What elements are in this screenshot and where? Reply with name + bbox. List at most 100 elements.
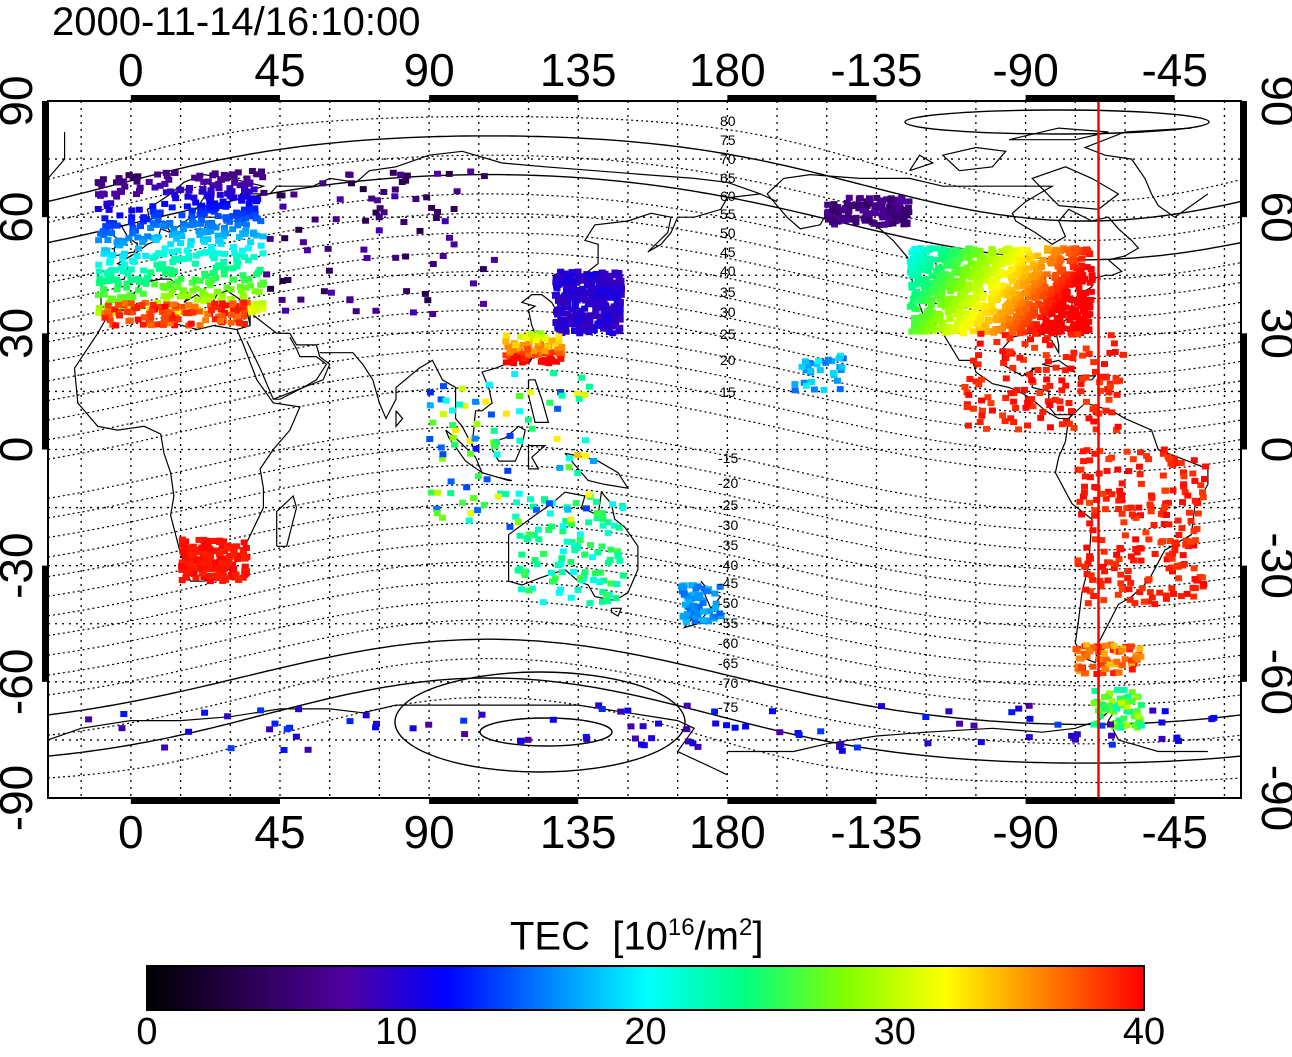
tec-cell <box>254 216 261 222</box>
tec-cell <box>1100 597 1107 603</box>
tec-cell <box>945 708 952 714</box>
tec-cell <box>791 381 798 387</box>
tec-cell <box>1128 505 1135 511</box>
tec-cell <box>1139 585 1146 591</box>
tec-cell <box>109 297 116 303</box>
tec-cell <box>1195 511 1202 517</box>
tec-cell <box>118 189 125 195</box>
tec-cell <box>171 170 178 176</box>
tec-cell <box>1119 480 1126 486</box>
tec-cell <box>1120 716 1127 722</box>
tec-cell <box>1008 390 1015 396</box>
tec-cell <box>655 721 662 727</box>
tec-cell <box>879 202 886 208</box>
tec-cell <box>1072 245 1079 251</box>
tec-cell <box>524 536 531 542</box>
tec-cell <box>581 392 588 398</box>
tec-cell <box>95 262 102 268</box>
lat-tick-label-right: 30 <box>1252 308 1292 359</box>
tec-cell <box>1175 575 1182 581</box>
tec-cell <box>1173 735 1180 741</box>
tec-cell <box>161 251 168 257</box>
tec-cell <box>999 412 1006 418</box>
tec-cell <box>277 193 284 199</box>
tec-cell <box>1008 709 1015 715</box>
tec-cell <box>587 542 594 548</box>
tec-cell <box>548 570 555 576</box>
tec-cell <box>999 311 1006 317</box>
tec-cell <box>1015 426 1022 432</box>
tec-cell <box>207 552 214 558</box>
tec-cell <box>535 527 542 533</box>
tec-cell <box>1080 458 1087 464</box>
tec-cell <box>920 319 927 325</box>
tec-cell <box>139 239 146 245</box>
tec-cell <box>427 402 434 408</box>
tec-cell <box>208 307 215 313</box>
tec-cell <box>1038 264 1045 270</box>
tec-cell <box>1044 245 1051 251</box>
tec-cell <box>162 245 169 251</box>
tec-cell <box>975 352 982 358</box>
lon-tick-label-top: 0 <box>118 44 144 96</box>
tec-cell <box>975 361 982 367</box>
tec-cell <box>1192 498 1199 504</box>
tec-cell <box>648 735 655 741</box>
tec-cell <box>95 237 102 243</box>
tec-cell <box>180 226 187 232</box>
tec-cell <box>1116 546 1123 552</box>
tec-cell <box>1038 302 1045 308</box>
tec-cell <box>1172 539 1179 545</box>
tec-cell <box>1112 349 1119 355</box>
tec-cell <box>1129 698 1136 704</box>
tec-cell <box>252 288 259 294</box>
tec-cell <box>582 453 589 459</box>
tec-cell <box>583 736 590 742</box>
tec-cell <box>1031 303 1038 309</box>
tec-cell <box>1146 576 1153 582</box>
tec-cell <box>558 561 565 567</box>
tec-cell <box>112 322 119 328</box>
tec-cell <box>1113 552 1120 558</box>
lon-tick-label-top: -90 <box>992 44 1058 96</box>
tec-cell <box>216 539 223 545</box>
tec-cell <box>1192 585 1199 591</box>
tec-cell <box>525 417 532 423</box>
tec-cell <box>281 747 288 753</box>
tec-cell <box>433 215 440 221</box>
frame-tick-bar-bottom <box>131 798 280 804</box>
tec-cell <box>200 551 207 557</box>
tec-cell <box>480 301 487 307</box>
tec-cell <box>546 500 553 506</box>
tec-cell <box>614 553 621 559</box>
tec-cell <box>1175 532 1182 538</box>
tec-cell <box>681 591 688 597</box>
tec-cell <box>234 222 241 228</box>
tec-cell <box>566 455 573 461</box>
tec-cell <box>575 269 582 275</box>
tec-cell <box>577 537 584 543</box>
tec-cell <box>104 203 111 209</box>
tec-cell <box>114 286 121 292</box>
tec-cell <box>267 236 274 242</box>
tec-cell <box>962 302 969 308</box>
tec-cell <box>312 217 319 223</box>
tec-cell <box>439 451 446 457</box>
tec-cell <box>228 745 235 751</box>
tec-cell <box>1090 593 1097 599</box>
tec-cell <box>574 452 581 458</box>
tec-cell <box>568 595 575 601</box>
tec-cell <box>1112 561 1119 567</box>
tec-cell <box>100 176 107 182</box>
tec-cell <box>978 739 985 745</box>
contour-label: 80 <box>720 113 736 129</box>
tec-cell <box>484 476 491 482</box>
tec-cell <box>240 313 247 319</box>
tec-cell <box>989 408 996 414</box>
tec-cell <box>530 348 537 354</box>
tec-cell <box>201 710 208 716</box>
tec-cell <box>585 327 592 333</box>
tec-cell <box>503 333 510 339</box>
tec-cell <box>440 253 447 259</box>
tec-cell <box>550 370 557 376</box>
